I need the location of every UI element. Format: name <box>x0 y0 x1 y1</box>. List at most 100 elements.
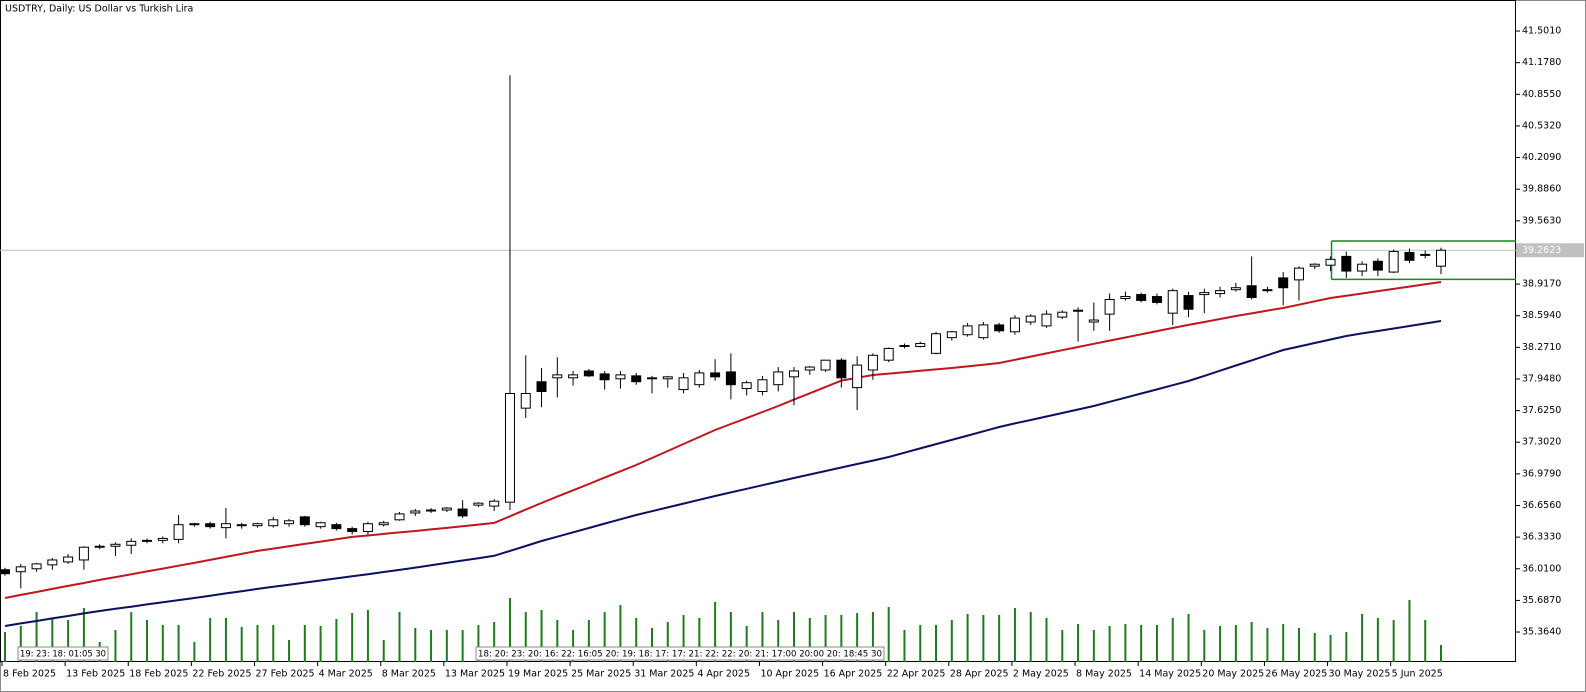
candle-body <box>205 523 216 528</box>
candle-body <box>1183 295 1194 310</box>
x-tick-label: 19 Mar 2025 <box>508 669 568 680</box>
candle-body <box>315 522 326 528</box>
candle-body <box>331 524 342 530</box>
candle-body <box>47 559 58 566</box>
candle-body <box>1057 311 1068 318</box>
candle-body <box>126 540 137 546</box>
x-tick-label: 8 Mar 2025 <box>382 669 436 680</box>
candle-body <box>1120 296 1131 299</box>
x-tick-label: 16 Apr 2025 <box>824 669 883 680</box>
candle-body <box>710 372 721 378</box>
candle-body <box>836 359 847 379</box>
candle-body <box>662 376 673 380</box>
candle-body <box>284 520 295 525</box>
candle-body <box>1230 287 1241 291</box>
candle-body <box>804 366 815 371</box>
x-tick-label: 22 Apr 2025 <box>887 669 946 680</box>
candle-body <box>1009 317 1020 333</box>
candle-body <box>962 325 973 336</box>
candle-body <box>31 563 42 570</box>
candle-body <box>1041 313 1052 327</box>
time-marker: 19: 23: 18: 01:05 30 <box>20 650 106 660</box>
y-tick-label: 38.9170 <box>1522 279 1561 290</box>
candle-body <box>1151 296 1162 303</box>
candle-body <box>1404 251 1415 261</box>
candle-body <box>1167 290 1178 314</box>
candle-body <box>142 539 153 542</box>
candle-body <box>252 523 263 527</box>
candle-body <box>299 516 310 526</box>
time-marker: 18: 20: 23: 20: 16: 22: 16:05 20: 19: 18… <box>478 650 882 660</box>
candle-body <box>362 523 373 533</box>
candle-body <box>1215 290 1226 295</box>
candle-body <box>741 382 752 390</box>
candle-body <box>725 371 736 386</box>
x-tick-label: 5 Jun 2025 <box>1392 669 1443 680</box>
candle-body <box>110 543 121 547</box>
y-tick-label: 37.3020 <box>1522 437 1561 448</box>
x-tick-label: 25 Mar 2025 <box>571 669 631 680</box>
candle-body <box>536 381 547 393</box>
candle-body <box>520 392 531 409</box>
candle-body <box>915 343 926 347</box>
last-price-label: 39.2623 <box>1522 245 1561 256</box>
candle-body <box>1309 263 1320 267</box>
y-tick-label: 40.2090 <box>1522 152 1561 163</box>
y-tick-label: 38.5940 <box>1522 310 1561 321</box>
candle-body <box>410 510 421 514</box>
candle-body <box>1436 249 1446 267</box>
candle-body <box>615 374 626 380</box>
candle-body <box>94 545 105 548</box>
candle-body <box>457 508 468 517</box>
candle-body <box>378 522 389 526</box>
y-tick-label: 36.9790 <box>1522 468 1561 479</box>
candle-body <box>867 354 878 371</box>
candle-body <box>599 373 610 381</box>
candle-body <box>757 379 768 393</box>
candle-body <box>236 524 247 527</box>
moving-average <box>4 281 1442 599</box>
candle-body <box>1357 263 1368 272</box>
candle-body <box>568 374 579 379</box>
candle-body <box>773 371 784 386</box>
x-tick-label: 13 Mar 2025 <box>445 669 505 680</box>
candle-body <box>978 324 989 339</box>
x-tick-label: 18 Feb 2025 <box>129 669 188 680</box>
y-tick-label: 41.5010 <box>1522 26 1561 37</box>
moving-average <box>4 320 1442 627</box>
candle-body <box>1088 319 1099 323</box>
y-tick-label: 39.8860 <box>1522 184 1561 195</box>
candle-body <box>1262 289 1273 292</box>
y-tick-label: 36.3330 <box>1522 532 1561 543</box>
candle-body <box>489 500 500 507</box>
x-tick-label: 8 Feb 2025 <box>3 669 56 680</box>
x-tick-label: 4 Apr 2025 <box>697 669 750 680</box>
y-tick-label: 37.6250 <box>1522 405 1561 416</box>
candle-body <box>1341 255 1352 272</box>
candle-body <box>473 502 484 506</box>
chart-title: USDTRY, Daily: US Dollar vs Turkish Lira <box>5 4 193 15</box>
candle-body <box>820 359 831 371</box>
candle-body <box>268 519 279 527</box>
candle-body <box>899 344 910 347</box>
y-tick-label: 40.8550 <box>1522 89 1561 100</box>
y-tick-label: 41.1780 <box>1522 57 1561 68</box>
candle-body <box>631 375 642 383</box>
y-tick-label: 36.0100 <box>1522 563 1561 574</box>
candle-body <box>78 546 89 561</box>
x-tick-label: 22 Feb 2025 <box>192 669 251 680</box>
candle-body <box>646 377 657 380</box>
candle-body <box>157 537 168 541</box>
candle-body <box>1372 260 1383 271</box>
candle-body <box>1420 253 1431 256</box>
candle-body <box>552 374 563 379</box>
candle-body <box>583 370 594 377</box>
x-tick-label: 2 May 2025 <box>1013 669 1069 680</box>
candle-body <box>946 331 957 339</box>
candle-body <box>1025 315 1036 323</box>
last-price-box <box>1516 243 1584 258</box>
x-tick-label: 14 May 2025 <box>1139 669 1201 680</box>
